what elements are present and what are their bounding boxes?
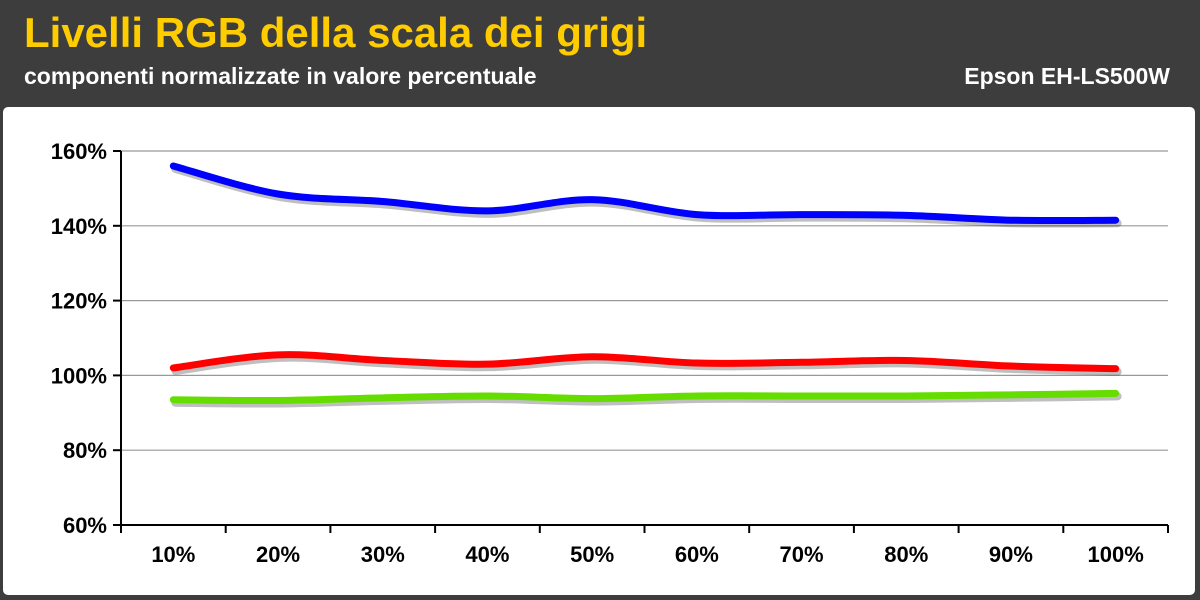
red-series-line [169,351,1122,376]
chart-panel: 60% 80% 100% 120% 140% 160% 10% 20% 30% 40% 50% 60… [3,107,1195,595]
y-tick-label: 160% [51,139,107,164]
x-tick-label: 100% [1088,542,1144,567]
y-tick-label: 60% [63,513,107,538]
blue-series-line [169,162,1122,228]
x-tick-label: 40% [465,542,509,567]
axes [113,151,1168,533]
green-series-line [169,389,1122,408]
x-tick-label: 20% [256,542,300,567]
chart-subtitle: componenti normalizzate in valore percen… [24,63,537,89]
y-tick-label: 120% [51,289,107,314]
x-tick-label: 30% [361,542,405,567]
x-tick-label: 80% [884,542,928,567]
y-tick-label: 80% [63,438,107,463]
line-chart: 60% 80% 100% 120% 140% 160% 10% 20% 30% 40% 50% 60… [51,139,1169,567]
x-tick-label: 60% [675,542,719,567]
series-path [169,389,1120,405]
y-axis-ticks: 60% 80% 100% 120% 140% 160% [51,139,121,538]
header: Livelli RGB della scala dei grigi compon… [0,0,1200,100]
y-tick-label: 140% [51,214,107,239]
x-tick-label: 70% [780,542,824,567]
x-tick-label: 90% [989,542,1033,567]
device-model-label: Epson EH-LS500W [964,63,1170,89]
x-axis-ticks: 10% 20% 30% 40% 50% 60% 70% 80% 90% 100% [120,525,1169,567]
x-tick-label: 10% [151,542,195,567]
series-path [169,162,1120,225]
chart-title: Livelli RGB della scala dei grigi [24,9,648,56]
series-path [169,351,1120,373]
series-lines [169,162,1122,408]
x-tick-label: 50% [570,542,614,567]
y-tick-label: 100% [51,363,107,388]
grid-lines [121,150,1168,451]
